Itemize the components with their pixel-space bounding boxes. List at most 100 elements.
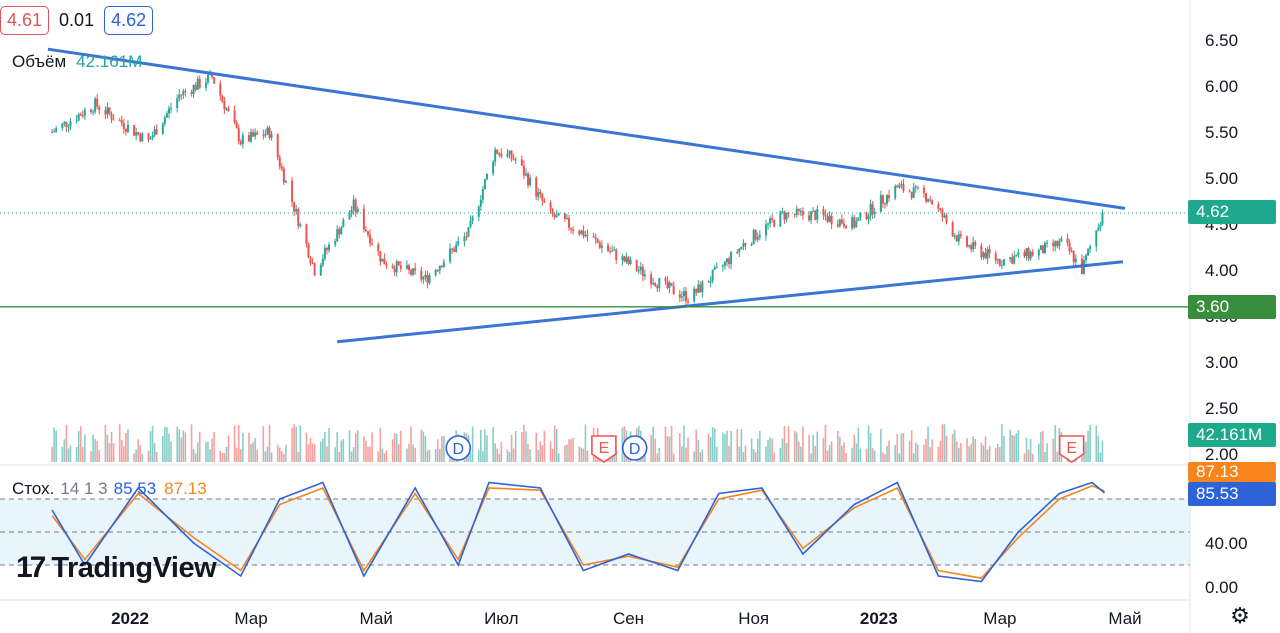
candle [529, 174, 532, 187]
volume-bar [951, 433, 954, 462]
volume-bar [779, 447, 782, 462]
volume-bar [767, 439, 769, 462]
time-tick-label: Май [1108, 609, 1141, 628]
candle-body [565, 218, 568, 220]
candle [738, 248, 741, 258]
candle [483, 178, 486, 190]
volume-bar [644, 451, 646, 462]
candle-body [67, 126, 70, 128]
candle [584, 230, 587, 238]
candle [925, 192, 927, 204]
volume-bar [742, 451, 745, 462]
stochastic-legend[interactable]: Стох. 14 1 3 85.53 87.13 [12, 479, 207, 499]
candle [744, 242, 747, 250]
candle-body [149, 138, 152, 140]
volume-bar [178, 429, 181, 462]
candle [785, 212, 788, 223]
candle-body [943, 215, 946, 218]
candle [442, 258, 445, 268]
candle-body [161, 123, 164, 135]
candle-body [213, 76, 216, 84]
candle-body [1025, 248, 1028, 257]
candle-body [586, 234, 589, 237]
candle-body [498, 153, 501, 155]
candle-body [658, 278, 661, 289]
candle-body [883, 203, 886, 205]
volume-bar [769, 437, 771, 462]
volume-bar [570, 439, 572, 462]
candle-body [1031, 251, 1034, 256]
candle-body [672, 285, 675, 295]
volume-bar [650, 434, 652, 462]
candle [266, 125, 269, 136]
candle [391, 263, 394, 269]
candle-body [1070, 251, 1073, 253]
candle [276, 133, 279, 161]
candle-body [687, 301, 690, 303]
candle [1060, 236, 1063, 243]
volume-bar [293, 424, 295, 462]
volume-bar [377, 451, 380, 462]
candle-body [625, 257, 628, 262]
volume-bar [836, 430, 839, 462]
stoch-k-tag: 85.53 [1188, 482, 1276, 506]
gear-icon[interactable]: ⚙ [1230, 603, 1250, 628]
volume-bar [1023, 453, 1026, 462]
candle-body [1041, 245, 1044, 254]
candle [541, 192, 544, 206]
volume-bar [494, 443, 496, 462]
volume-bar [1101, 440, 1104, 462]
candle [951, 220, 954, 238]
volume-bar [106, 434, 109, 462]
candle-body [637, 270, 640, 272]
candle [1031, 249, 1034, 257]
volume-bar [237, 425, 240, 462]
candle-body [282, 168, 285, 183]
tradingview-brand[interactable]: 17 TradingView [16, 551, 217, 585]
candle [658, 277, 661, 292]
volume-bar [1031, 453, 1034, 462]
volume-bar [896, 433, 899, 462]
price-tick-label: 5.50 [1205, 123, 1238, 142]
volume-bar [1003, 435, 1005, 462]
candle-body [442, 261, 445, 268]
volume-bar [426, 450, 429, 462]
candle-body [1039, 245, 1042, 250]
candle-body [83, 109, 86, 116]
candle [293, 201, 296, 217]
volume-bar [328, 428, 330, 462]
candle-body [666, 280, 669, 288]
volume-bar [873, 450, 876, 462]
candle-body [814, 210, 817, 220]
candle-body [151, 135, 154, 139]
volume-bar [865, 448, 868, 462]
volume-bar [1025, 437, 1028, 462]
candle [221, 94, 224, 104]
volume-bar [925, 438, 927, 462]
candle-body [1027, 248, 1030, 259]
volume-bar [695, 429, 698, 462]
volume-bar [153, 443, 156, 462]
volume-bar [1038, 443, 1040, 462]
candle [668, 280, 671, 294]
volume-bar [69, 445, 72, 462]
candle [479, 195, 482, 212]
candle-body [721, 265, 724, 267]
volume-bar [319, 441, 322, 462]
candle [151, 131, 154, 141]
candle [914, 184, 917, 193]
candle-body [695, 288, 698, 293]
volume-bar [787, 426, 790, 462]
volume-bar [970, 444, 972, 462]
candle [1027, 246, 1030, 262]
candle-body [740, 246, 743, 249]
candle-body [881, 195, 884, 204]
candle [842, 218, 845, 229]
volume-bar [666, 436, 669, 462]
candle [118, 117, 121, 122]
candle [678, 289, 681, 302]
earnings-marker: E [1058, 435, 1085, 463]
candle-body [319, 264, 322, 276]
candle-body [629, 259, 632, 264]
candle [756, 232, 759, 243]
